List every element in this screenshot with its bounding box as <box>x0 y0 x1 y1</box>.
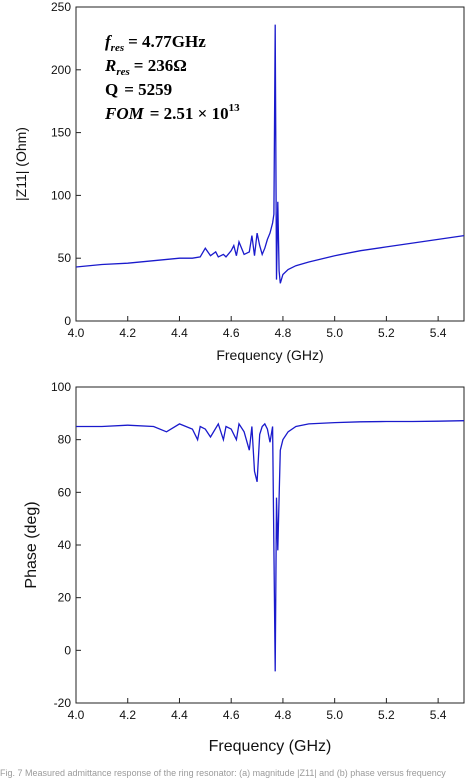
top-y-axis-label: |Z11| (Ohm) <box>13 127 29 201</box>
annotation-rres-sub: res <box>116 66 129 78</box>
bottom-x-tick-label: 4.2 <box>119 708 136 722</box>
bottom-x-tick-label: 5.4 <box>430 708 447 722</box>
annotation-fres-name: f <box>105 32 113 51</box>
top-x-tick-label: 5.0 <box>326 326 343 340</box>
annotation-q: Q = 5259 <box>105 80 172 99</box>
top-x-tick-label: 4.2 <box>119 326 136 340</box>
annotation-fom-exp: 13 <box>229 102 241 114</box>
bottom-plot-frame <box>75 386 465 704</box>
annotation-rres: Rres = 236Ω <box>104 56 187 78</box>
figure-caption: Fig. 7 Measured admittance response of t… <box>0 768 446 778</box>
bottom-x-tick-label: 5.2 <box>378 708 395 722</box>
top-y-tick-label: 250 <box>51 0 71 14</box>
annotation-rres-value: = 236Ω <box>134 56 187 75</box>
bottom-x-axis-label: Frequency (GHz) <box>209 738 332 755</box>
top-axes: 4.0 4.2 4.4 4.6 4.8 5.0 5.2 5.4 0 50 100 150 200 250 <box>51 0 447 340</box>
top-plot-frame <box>75 6 465 322</box>
bottom-y-tick-label: 80 <box>58 433 72 447</box>
top-y-tick-label: 50 <box>58 251 72 265</box>
annotation-fres-sub: res <box>111 42 124 54</box>
top-x-axis-label: Frequency (GHz) <box>216 347 323 363</box>
annotation-q-value: = 5259 <box>124 80 172 99</box>
annotation-fres: fres = 4.77GHz <box>105 32 206 54</box>
annotation-fom: FOM = 2.51 × 1013 <box>104 102 240 123</box>
bottom-y-tick-label: -20 <box>54 696 72 710</box>
top-x-tick-label: 4.8 <box>275 326 292 340</box>
bottom-y-tick-label: 60 <box>58 485 72 499</box>
bottom-y-tick-label: 0 <box>64 643 71 657</box>
bottom-x-tick-label: 5.0 <box>326 708 343 722</box>
bottom-x-tick-label: 4.4 <box>171 708 188 722</box>
annotation-rres-name: R <box>104 56 116 75</box>
top-y-tick-label: 150 <box>51 126 71 140</box>
bottom-y-tick-label: 40 <box>58 538 72 552</box>
annotation-q-name: Q <box>105 80 118 99</box>
top-x-tick-label: 4.0 <box>68 326 85 340</box>
top-series-line <box>75 24 465 284</box>
annotation-fres-value: = 4.77GHz <box>128 32 206 51</box>
bottom-y-axis-label: Phase (deg) <box>23 501 40 588</box>
bottom-x-tick-label: 4.6 <box>223 708 240 722</box>
top-y-tick-label: 100 <box>51 188 71 202</box>
annotation-fom-value: = 2.51 × 10 <box>150 104 229 123</box>
bottom-series-line <box>76 420 465 672</box>
bottom-y-tick-label: 20 <box>58 591 72 605</box>
bottom-x-tick-label: 4.8 <box>275 708 292 722</box>
bottom-axes: 4.0 4.2 4.4 4.6 4.8 5.0 5.2 5.4 -20 0 20 40 60 80 100 <box>51 380 447 722</box>
bottom-y-tick-label: 100 <box>51 380 71 394</box>
top-x-tick-label: 5.4 <box>430 326 447 340</box>
top-x-tick-label: 4.4 <box>171 326 188 340</box>
annotation-fom-name: FOM <box>104 104 145 123</box>
top-x-tick-label: 5.2 <box>378 326 395 340</box>
top-y-tick-label: 200 <box>51 63 71 77</box>
bottom-x-tick-label: 4.0 <box>68 708 85 722</box>
top-x-tick-label: 4.6 <box>223 326 240 340</box>
top-y-tick-label: 0 <box>64 314 71 328</box>
